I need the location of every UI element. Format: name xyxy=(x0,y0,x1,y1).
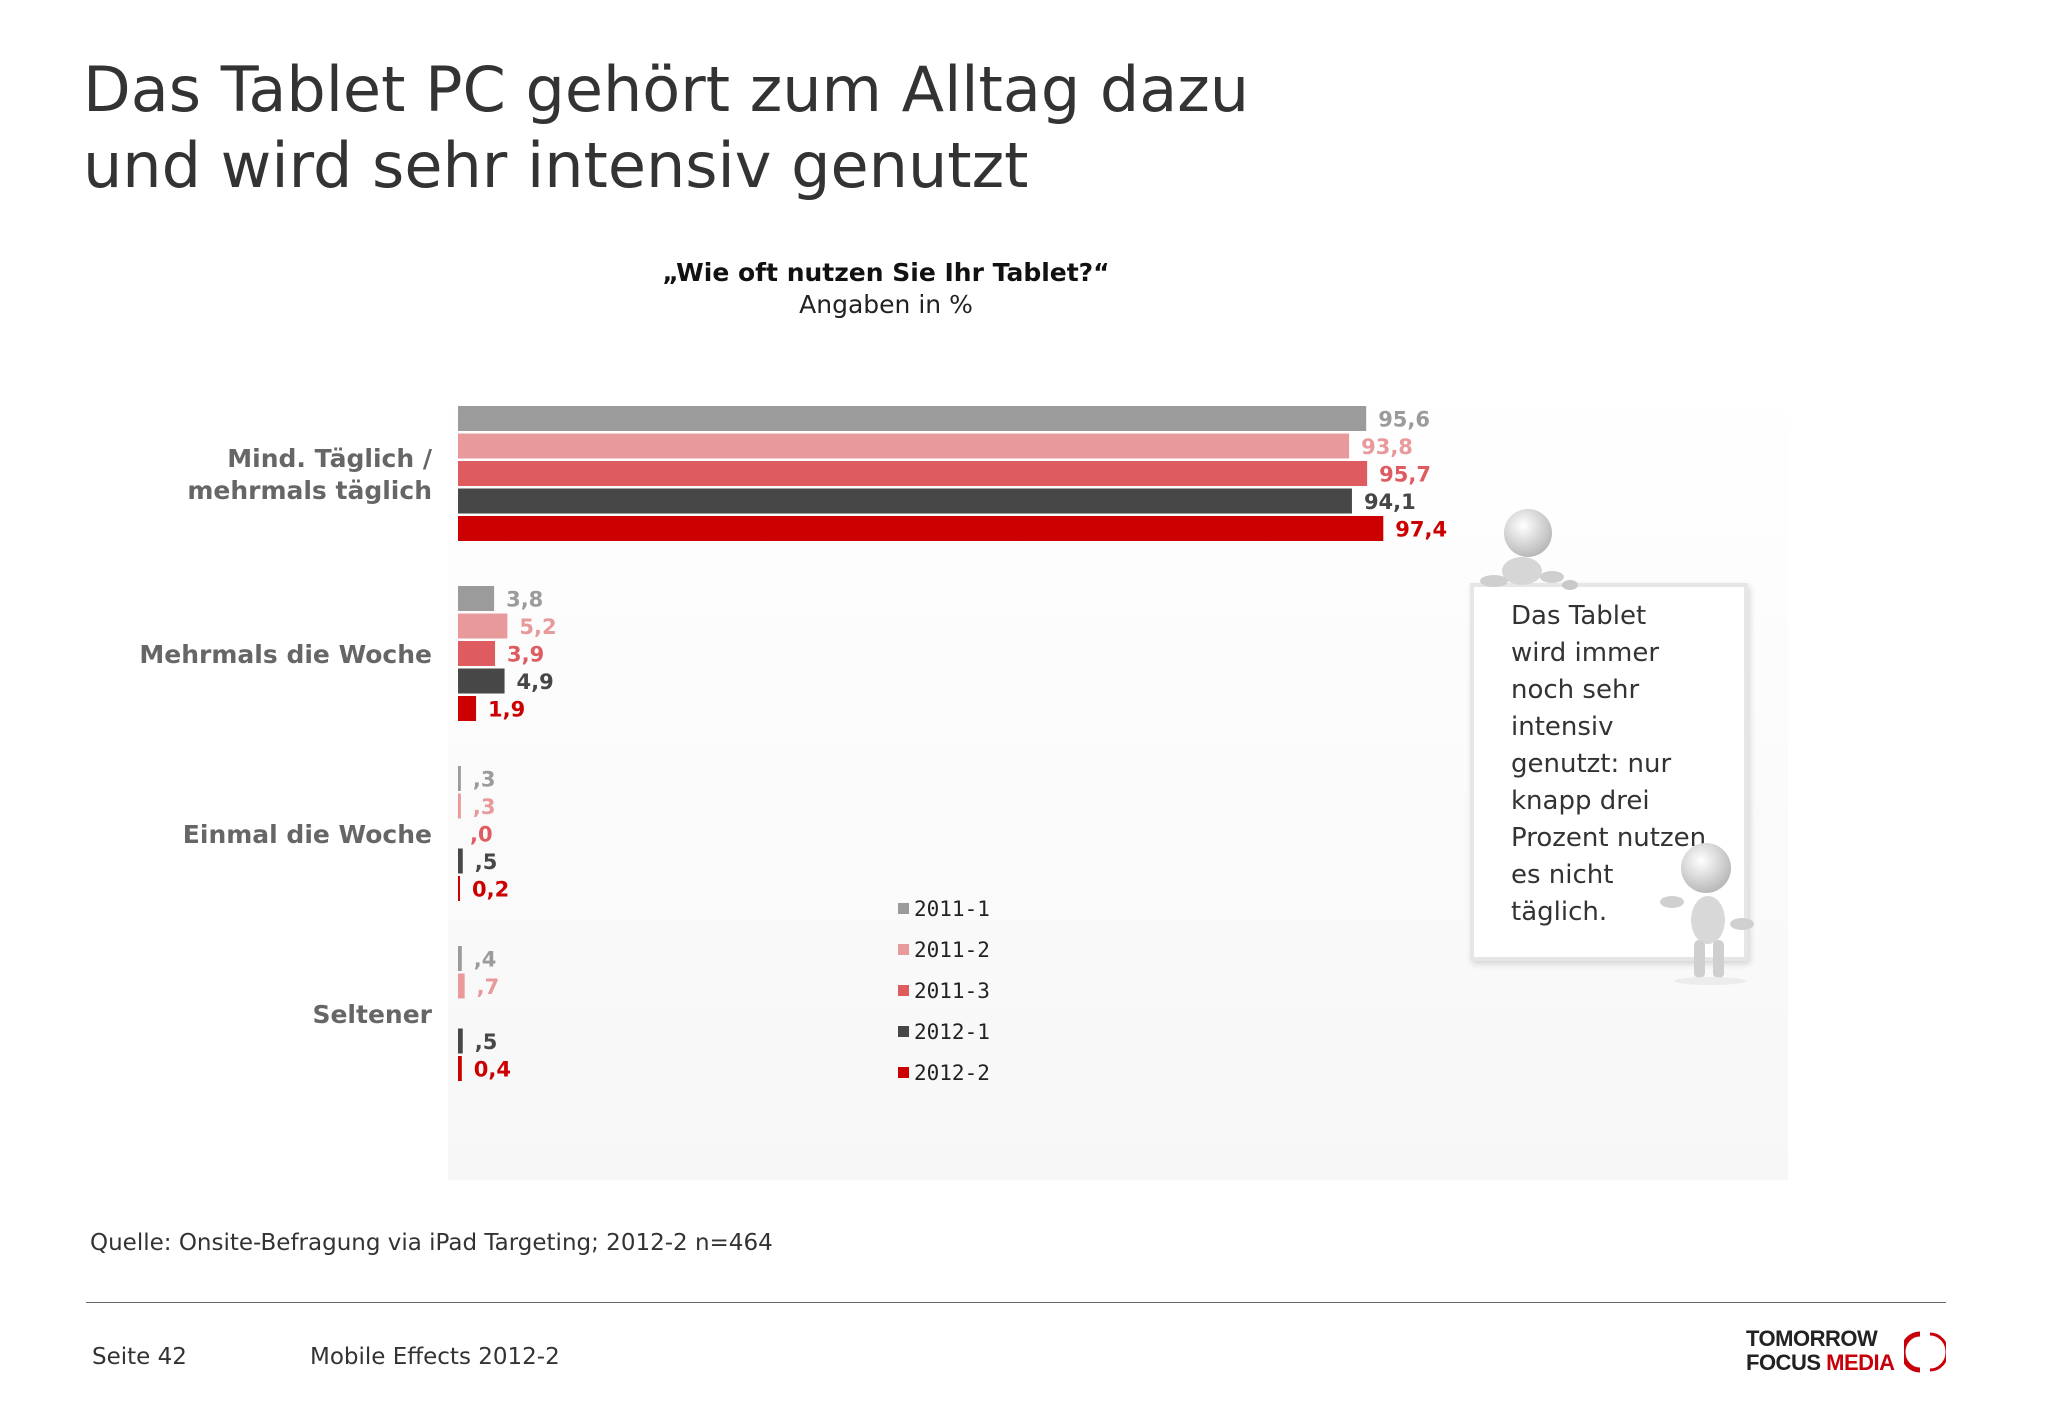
sitting-figure-icon xyxy=(1480,509,1578,590)
legend-swatch-2011-3 xyxy=(898,985,909,996)
callout-line: wird immer xyxy=(1511,638,1660,668)
page-title-line-2: und wird sehr intensiv genutzt xyxy=(83,129,1029,202)
data-label: ,4 xyxy=(474,948,497,972)
data-label: 93,8 xyxy=(1361,435,1413,459)
legend-swatch-2012-1 xyxy=(898,1026,909,1037)
data-label: 95,6 xyxy=(1378,408,1430,432)
callout-text: Das Tablet wird immer noch sehr intensiv… xyxy=(1511,598,1741,931)
bar-2012-2 xyxy=(458,1056,462,1081)
legend-label-2012-1: 2012-1 xyxy=(914,1019,990,1044)
page-title-line-1: Das Tablet PC gehört zum Alltag dazu xyxy=(83,53,1250,126)
bar-2011-3 xyxy=(458,461,1368,486)
source-note: Quelle: Onsite-Befragung via iPad Target… xyxy=(90,1230,773,1256)
legend-item-2012-1: 2012-1 xyxy=(898,1011,990,1052)
callout-line: genutzt: nur xyxy=(1511,749,1672,779)
data-label: 95,7 xyxy=(1379,463,1431,487)
legend-item-2012-2: 2012-2 xyxy=(898,1052,990,1093)
chart-title: „Wie oft nutzen Sie Ihr Tablet?“ xyxy=(662,258,1110,287)
data-label: ,7 xyxy=(477,975,500,999)
data-label: ,3 xyxy=(473,768,496,792)
bar-2011-1 xyxy=(458,766,461,791)
data-label: ,5 xyxy=(475,850,498,874)
data-label: 0,4 xyxy=(474,1058,511,1082)
data-label: 97,4 xyxy=(1395,518,1447,542)
data-label: 1,9 xyxy=(488,698,525,722)
bar-2012-2 xyxy=(458,876,460,901)
bar-chart: Mind. Täglich / mehrmals täglich 95,6 93,8 9… xyxy=(139,406,1447,1082)
logo-text-line-2: FOCUS MEDIA xyxy=(1746,1350,1895,1376)
legend-label-2011-3: 2011-3 xyxy=(914,978,990,1003)
legend-label-2011-2: 2011-2 xyxy=(914,937,990,962)
bar-2012-1 xyxy=(458,488,1352,514)
legend-item-2011-2: 2011-2 xyxy=(898,929,990,970)
pushing-figure-icon xyxy=(1660,843,1754,985)
bar-2011-2 xyxy=(458,613,508,639)
callout-line: täglich. xyxy=(1511,897,1608,927)
data-label: ,5 xyxy=(475,1030,498,1054)
callout-line: Prozent nutzen xyxy=(1511,823,1707,853)
logo-text-media: MEDIA xyxy=(1826,1350,1895,1375)
data-label: ,3 xyxy=(473,795,496,819)
category-label: mehrmals täglich xyxy=(187,476,432,505)
bar-2011-2 xyxy=(458,433,1350,459)
data-label: 3,8 xyxy=(506,588,543,612)
logo-text-focus: FOCUS xyxy=(1746,1350,1821,1375)
data-label: 5,2 xyxy=(519,615,556,639)
legend-swatch-2011-2 xyxy=(898,944,909,955)
category-label: Mehrmals die Woche xyxy=(139,640,432,669)
bar-2012-2 xyxy=(458,696,477,721)
data-label: 0,2 xyxy=(472,878,509,902)
bar-2012-2 xyxy=(458,516,1384,541)
footer-divider xyxy=(86,1302,1946,1303)
legend-item-2011-3: 2011-3 xyxy=(898,970,990,1011)
page-number: Seite 42 xyxy=(92,1344,187,1370)
callout-line: noch sehr xyxy=(1511,675,1640,705)
data-label: 3,9 xyxy=(507,643,544,667)
legend-label-2011-1: 2011-1 xyxy=(914,896,990,921)
footer-title: Mobile Effects 2012-2 xyxy=(310,1344,560,1370)
logo-text-line-1: TOMORROW xyxy=(1746,1326,1878,1351)
page-title: Das Tablet PC gehört zum Alltag dazu und… xyxy=(83,52,1583,204)
bar-2011-2 xyxy=(458,973,465,999)
logo-mark-icon xyxy=(1904,1331,1946,1373)
category-label: Seltener xyxy=(312,1000,432,1029)
category-label: Mind. Täglich / xyxy=(227,444,433,473)
legend-swatch-2012-2 xyxy=(898,1067,909,1078)
bar-2011-3 xyxy=(458,641,496,666)
company-logo: TOMORROW FOCUS MEDIA xyxy=(1746,1326,1956,1376)
callout-line: knapp drei xyxy=(1511,786,1650,816)
data-label: 94,1 xyxy=(1364,490,1416,514)
bar-2012-1 xyxy=(458,668,505,694)
chart-legend: 2011-1 2011-2 2011-3 2012-1 2012-2 xyxy=(898,888,990,1093)
bar-2012-1 xyxy=(458,1028,463,1054)
bar-2011-1 xyxy=(458,586,495,611)
legend-swatch-2011-1 xyxy=(898,903,909,914)
callout-line: Das Tablet xyxy=(1511,601,1647,631)
category-label: Einmal die Woche xyxy=(183,820,432,849)
chart-subtitle: Angaben in % xyxy=(799,290,973,319)
legend-item-2011-1: 2011-1 xyxy=(898,888,990,929)
bar-2012-1 xyxy=(458,848,463,874)
data-label: 4,9 xyxy=(517,670,554,694)
bar-2011-1 xyxy=(458,946,462,971)
bar-2011-2 xyxy=(458,793,461,819)
callout-line: intensiv xyxy=(1511,712,1614,742)
bar-2011-1 xyxy=(458,406,1367,431)
callout-line: es nicht xyxy=(1511,860,1614,890)
data-label: ,0 xyxy=(470,823,493,847)
legend-label-2012-2: 2012-2 xyxy=(914,1060,990,1085)
